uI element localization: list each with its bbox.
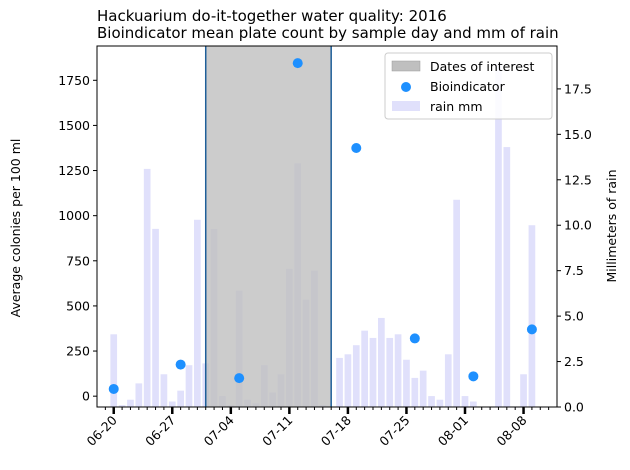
y-right-tick-label: 15.0 xyxy=(564,127,592,142)
rain-bar xyxy=(528,225,536,407)
legend-label: rain mm xyxy=(430,99,483,114)
y-right-tick-label: 10.0 xyxy=(564,218,592,233)
bioindicator-point xyxy=(526,324,537,335)
y-axis-right-label: Millimeters of rain xyxy=(604,170,619,283)
bioindicator-point xyxy=(409,333,420,344)
y-right-tick-label: 5.0 xyxy=(564,309,584,324)
y-left-tick-label: 250 xyxy=(66,344,90,359)
rain-bar xyxy=(444,354,452,407)
x-tick-label: 07-04 xyxy=(201,412,237,448)
x-tick-label: 07-18 xyxy=(318,412,354,448)
rain-bar xyxy=(411,377,419,407)
rain-bar xyxy=(143,168,151,407)
y-left-tick-label: 1000 xyxy=(58,208,90,223)
bioindicator-points xyxy=(108,58,537,394)
rain-bar xyxy=(160,374,168,407)
rain-bar xyxy=(185,365,193,407)
chart-title-line1: Hackuarium do-it-together water quality:… xyxy=(97,7,447,25)
rain-bar xyxy=(428,396,435,407)
y-left-tick-label: 1750 xyxy=(58,73,90,88)
legend-swatch-points xyxy=(401,82,411,92)
x-tick-label: 06-20 xyxy=(84,412,120,448)
rain-bar xyxy=(344,354,352,407)
y-right-tick-label: 2.5 xyxy=(564,354,584,369)
plot-frame xyxy=(96,45,558,408)
bioindicator-point xyxy=(292,58,303,69)
rain-bar xyxy=(403,359,410,407)
bioindicator-point xyxy=(351,142,362,153)
rain-bar xyxy=(369,337,377,407)
x-tick-label: 06-27 xyxy=(142,413,178,449)
bioindicator-point xyxy=(234,373,245,384)
rain-bar xyxy=(177,390,184,407)
rain-bar xyxy=(152,228,159,407)
rain-bar xyxy=(378,317,385,407)
bioindicator-point xyxy=(175,359,186,370)
rain-bar xyxy=(361,330,368,407)
rain-bar xyxy=(495,63,502,408)
y-left-tick-label: 1250 xyxy=(58,163,90,178)
legend-swatch-interval xyxy=(391,60,421,72)
rain-bar xyxy=(336,357,343,407)
rain-bar xyxy=(386,337,394,407)
dates-of-interest-span xyxy=(204,46,332,407)
y-right-tick-label: 17.5 xyxy=(564,81,592,96)
y-right-tick-label: 12.5 xyxy=(564,172,592,187)
x-tick-label: 08-01 xyxy=(435,413,471,449)
y-left-tick-label: 750 xyxy=(66,253,90,268)
rain-bar xyxy=(352,345,360,407)
rain-bar xyxy=(135,383,143,407)
y-left-tick-label: 0 xyxy=(82,389,90,404)
x-tick-label: 07-25 xyxy=(376,413,412,449)
rain-bar xyxy=(194,219,201,407)
x-tick-label: 07-11 xyxy=(259,413,295,449)
x-tick-label: 08-08 xyxy=(493,412,529,448)
legend-swatch-rain xyxy=(392,101,420,111)
legend-box xyxy=(384,52,553,120)
y-axis-left-label: Average colonies per 100 ml xyxy=(8,139,23,318)
rain-bar xyxy=(127,399,134,407)
legend: Dates of interest Bioindicator rain mm xyxy=(384,52,553,120)
rain-bar xyxy=(453,199,460,407)
y-left-tick-label: 1500 xyxy=(58,118,90,133)
rain-bar xyxy=(520,374,527,407)
rain-bar xyxy=(461,396,469,407)
legend-label: Dates of interest xyxy=(430,59,534,74)
rain-bar xyxy=(168,401,176,407)
legend-label: Bioindicator xyxy=(430,79,506,94)
bioindicator-point xyxy=(108,383,119,394)
rain-bar xyxy=(503,147,511,407)
rain-bar xyxy=(394,334,402,407)
rain-bar xyxy=(110,334,118,407)
rain-bar xyxy=(470,401,477,407)
rain-bar xyxy=(436,399,444,407)
chart-title-line2: Bioindicator mean plate count by sample … xyxy=(97,24,559,42)
rain-bar xyxy=(419,370,427,407)
bioindicator-point xyxy=(468,371,479,382)
y-right-tick-label: 7.5 xyxy=(564,263,584,278)
y-left-tick-label: 500 xyxy=(66,298,90,313)
rain-bar xyxy=(118,405,126,407)
dates-of-interest-area xyxy=(205,46,332,407)
y-right-tick-label: 0.0 xyxy=(564,400,584,415)
